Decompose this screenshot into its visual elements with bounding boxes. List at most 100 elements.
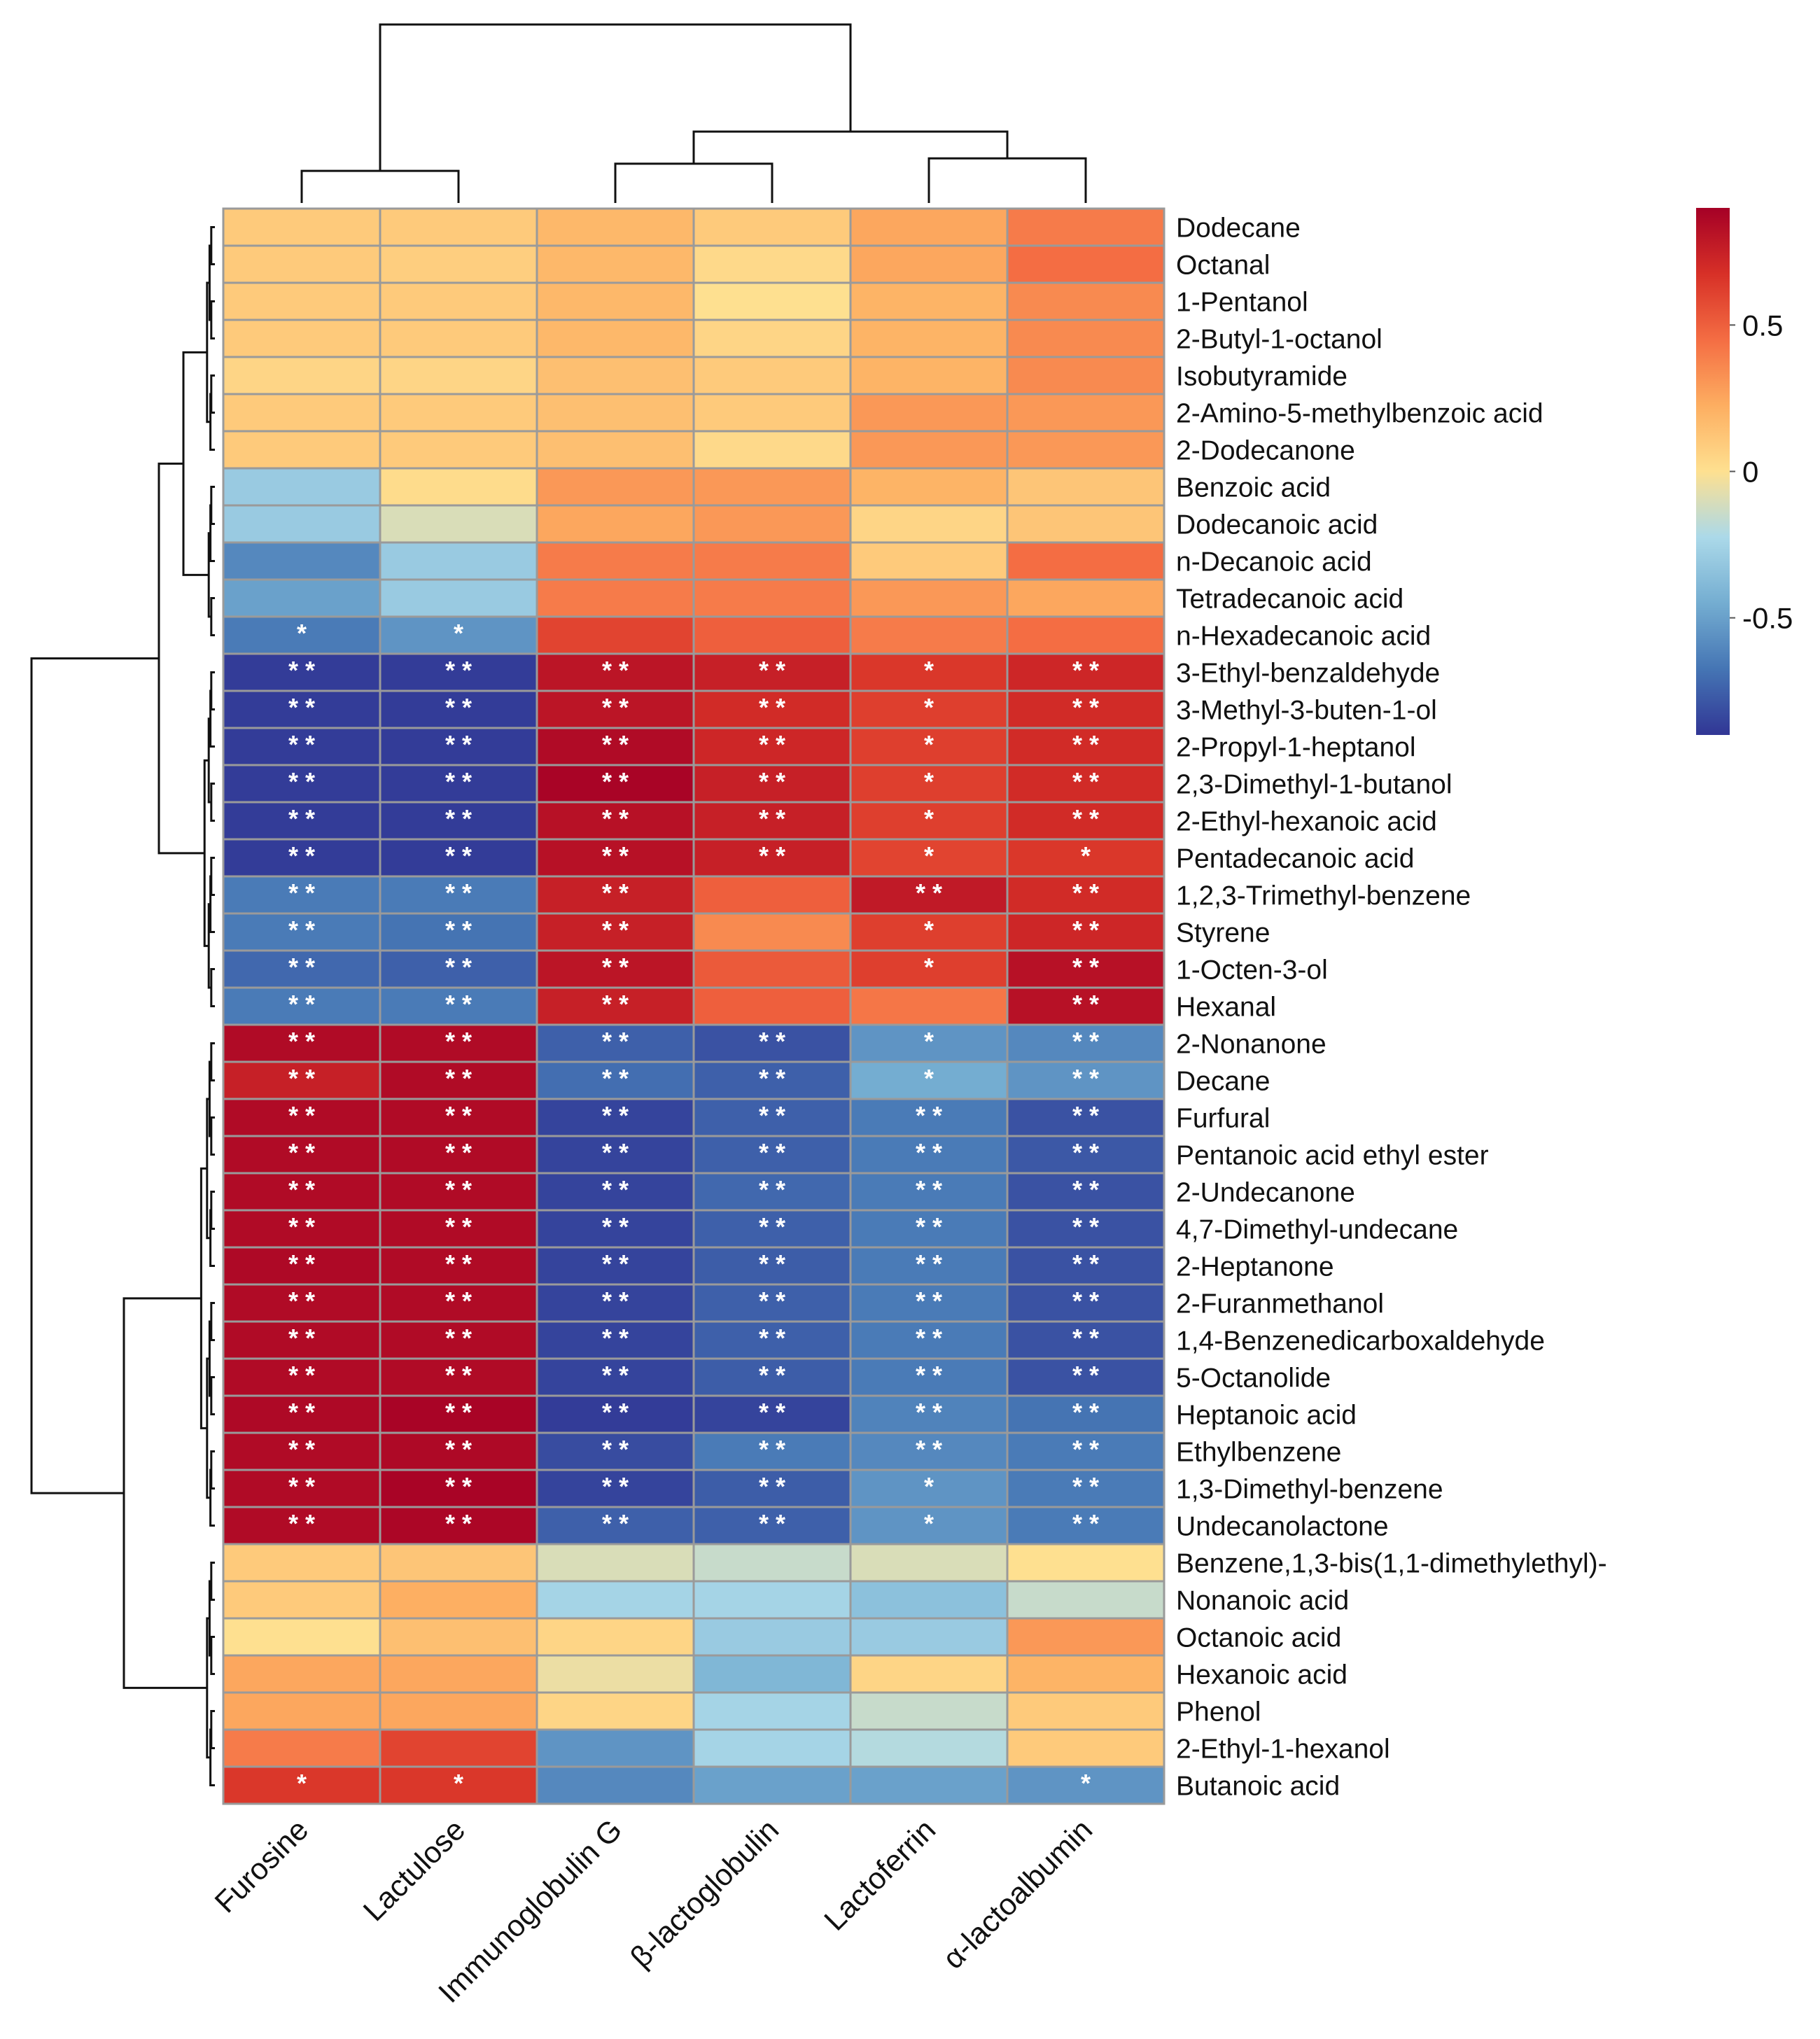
significance-marker: * * [288,730,315,759]
row-dendrogram-branch [210,1302,215,1341]
heatmap-cell [379,912,538,952]
heatmap-cell [379,1469,538,1508]
heatmap-cell [1006,207,1166,247]
significance-marker: * * [602,1361,629,1389]
heatmap-cell [222,1580,382,1620]
heatmap-cell [692,1617,852,1657]
row-label: Hexanoic acid [1176,1660,1348,1690]
row-label: Pentanoic acid ethyl ester [1176,1141,1489,1171]
significance-marker: * * [445,1398,472,1427]
heatmap-cell [692,652,852,692]
heatmap-cell [222,578,382,618]
heatmap-cell [692,764,852,804]
heatmap-cell [849,1765,1009,1805]
significance-marker: * * [916,1435,942,1464]
significance-marker: * [924,767,934,796]
row-label: Pentadecanoic acid [1176,844,1414,874]
heatmap-cell [222,1060,382,1100]
heatmap-cell [1006,244,1166,284]
significance-marker: * * [1072,804,1099,833]
heatmap-cell [222,1654,382,1694]
heatmap-cell [379,541,538,581]
heatmap-cell [222,1246,382,1286]
significance-marker: * * [1072,1249,1099,1278]
row-label: 1,2,3-Trimethyl-benzene [1176,881,1471,911]
heatmap-cell [222,1543,382,1583]
legend-tick-label: 0 [1742,456,1758,489]
significance-marker: * * [759,1027,785,1056]
heatmap-cell [692,1209,852,1249]
heatmap-cell [849,949,1009,989]
row-label: Styrene [1176,918,1270,948]
heatmap-cell [536,1580,695,1620]
significance-marker: * * [602,1435,629,1464]
row-dendrogram-branch [209,875,215,933]
significance-marker: * * [445,1509,472,1538]
heatmap-cell [692,615,852,655]
significance-marker: * * [1072,1361,1099,1389]
row-label: Tetradecanoic acid [1176,584,1404,615]
significance-marker: * * [288,656,315,685]
heatmap-cell [1006,652,1166,692]
heatmap-cell [222,318,382,358]
heatmap-cell [379,281,538,321]
row-dendrogram-branch [210,1042,215,1081]
significance-marker: * * [916,878,942,907]
significance-marker: * [924,730,934,759]
significance-marker: * * [759,730,785,759]
significance-marker: * * [445,656,472,685]
heatmap-cell [1006,1506,1166,1546]
significance-marker: * * [759,1101,785,1130]
heatmap-cell [692,1246,852,1286]
heatmap-cell [849,430,1009,470]
significance-marker: * * [916,1398,942,1427]
significance-marker: * * [916,1361,942,1389]
significance-marker: * * [759,1398,785,1427]
significance-marker: * * [445,1361,472,1389]
heatmap-cell [536,615,695,655]
row-label: Heptanoic acid [1176,1401,1357,1431]
heatmap-cell [849,1431,1009,1471]
row-label: Octanal [1176,251,1270,281]
heatmap-cell [1006,1469,1166,1508]
row-label: Decane [1176,1067,1270,1097]
significance-marker: * * [1072,1435,1099,1464]
row-dendrogram-branch [210,1116,215,1156]
significance-marker: * * [288,693,315,722]
heatmap-cell [222,467,382,507]
row-label: Benzoic acid [1176,473,1331,503]
significance-marker: * * [445,878,472,907]
heatmap-cell [379,467,538,507]
heatmap-cell [379,430,538,470]
row-dendrogram-branch [210,1562,215,1601]
heatmap-cell [692,541,852,581]
heatmap-cell [222,1320,382,1360]
row-label: 4,7-Dimethyl-undecane [1176,1215,1458,1245]
significance-marker: * * [288,804,315,833]
heatmap-cell [536,1691,695,1731]
significance-marker: * * [759,1138,785,1167]
heatmap-cell [222,801,382,841]
significance-marker: * * [288,1361,315,1389]
heatmap-cell [222,1617,382,1657]
significance-marker: * * [288,1398,315,1427]
significance-marker: * * [602,1324,629,1352]
heatmap-cell [536,1654,695,1694]
row-label: 5-Octanolide [1176,1364,1331,1394]
heatmap-cell [536,1357,695,1397]
row-dendrogram-branch [182,351,209,576]
significance-marker: * * [602,1249,629,1278]
heatmap-cell [849,764,1009,804]
significance-marker: * * [1072,953,1099,981]
significance-marker: * [924,804,934,833]
significance-marker: * * [288,1472,315,1501]
heatmap-cell [1006,318,1166,358]
row-label: 2-Dodecanone [1176,436,1355,466]
heatmap-cell [536,1469,695,1508]
heatmap-cell [1006,1765,1166,1805]
significance-marker: * [924,841,934,870]
significance-marker: * * [916,1101,942,1130]
heatmap-cell [222,949,382,989]
significance-marker: * * [288,1249,315,1278]
heatmap-cell [1006,1580,1166,1620]
